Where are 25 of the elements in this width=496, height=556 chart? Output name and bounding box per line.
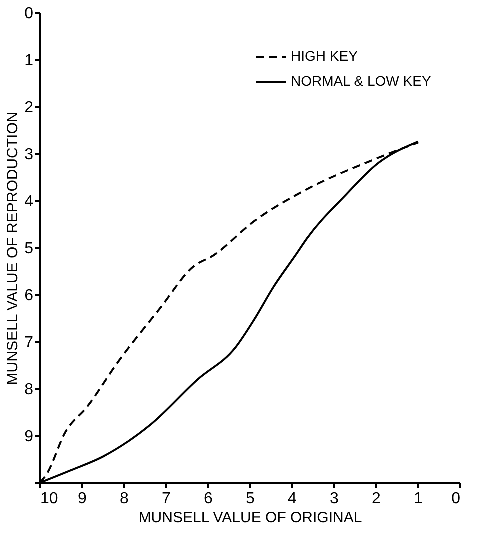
y-tick-label: 4	[24, 194, 34, 210]
x-tick-label: 6	[204, 490, 214, 508]
y-tick-label: 6	[24, 288, 34, 304]
y-tick-label: 0	[24, 6, 34, 22]
legend-label: HIGH KEY	[291, 48, 359, 64]
legend-label: NORMAL & LOW KEY	[291, 73, 432, 89]
x-axis-title: MUNSELL VALUE OF ORIGINAL	[138, 510, 362, 526]
x-tick-label: 2	[372, 490, 382, 508]
y-tick-label: 8	[24, 382, 34, 398]
y-tick-label: 1	[24, 52, 34, 70]
x-tick-label: 1	[414, 490, 424, 508]
x-tick-label: 0	[452, 490, 461, 508]
x-tick-label: 9	[78, 490, 88, 508]
y-axis-title: MUNSELL VALUE OF REPRODUCTION	[4, 112, 22, 386]
x-tick-label: 10	[40, 490, 58, 508]
y-tick-label: 3	[24, 146, 34, 164]
x-tick-label: 8	[120, 490, 130, 508]
y-tick-label: 2	[24, 100, 34, 116]
x-tick-label: 5	[246, 490, 256, 508]
y-tick-label: 9	[24, 428, 34, 446]
x-tick-label: 4	[288, 490, 298, 508]
y-tick-label: 7	[24, 334, 34, 352]
x-tick-label: 7	[162, 490, 172, 508]
x-tick-label: 3	[330, 490, 340, 508]
y-tick-label: 5	[24, 240, 34, 258]
